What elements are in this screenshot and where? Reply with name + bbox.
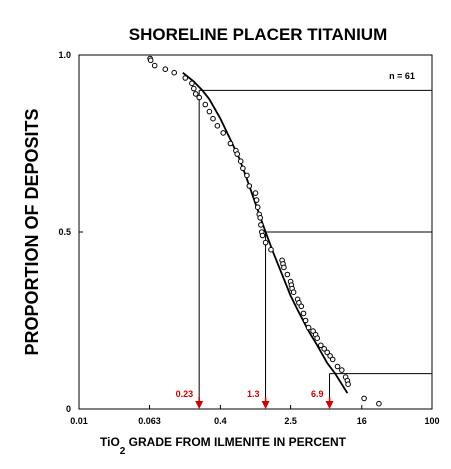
data-point-1 (147, 57, 154, 64)
x-tick-label-1: 0.063 (138, 416, 161, 426)
data-point-6 (189, 80, 195, 87)
data-point-10 (202, 101, 209, 108)
x-tick-label-0: 0.01 (70, 416, 88, 426)
x-tick-label-3: 2.5 (284, 416, 297, 426)
x-axis-label-rest: GRADE FROM ILMENITE IN PERCENT (125, 435, 346, 449)
data-point-20 (244, 172, 250, 179)
data-point-58 (345, 381, 351, 388)
x-tick-label-2: 0.4 (214, 416, 227, 426)
data-point-11 (206, 108, 213, 115)
y-tick-label-0: 0 (66, 404, 71, 414)
observed-points (147, 55, 382, 407)
data-point-43 (300, 310, 307, 317)
data-point-26 (257, 215, 264, 221)
data-point-27 (258, 222, 264, 228)
data-point-8 (192, 91, 199, 97)
x-axis-label: TiO2 GRADE FROM ILMENITE IN PERCENT (100, 435, 347, 457)
data-point-21 (246, 183, 253, 189)
x-axis-ticks: 0.01 0.063 0.4 2.5 16 100 (70, 405, 440, 426)
cutoff-arrow-1 (261, 401, 270, 409)
x-axis-label-main: TiO (100, 435, 120, 449)
data-point-22 (252, 190, 259, 196)
data-point-35 (284, 271, 291, 278)
cutoff-lines: 0.23 1.3 6.9 (176, 89, 432, 409)
x-tick-label-5: 100 (424, 416, 439, 426)
x-tick-label-4: 16 (357, 416, 367, 426)
fitted-curve-line (182, 72, 349, 394)
cutoff-arrow-0 (195, 401, 204, 409)
data-point-31 (268, 246, 274, 253)
data-point-49 (318, 342, 324, 349)
data-point-19 (240, 165, 246, 172)
data-point-50 (321, 346, 328, 352)
data-point-34 (281, 264, 287, 271)
data-point-55 (339, 367, 345, 373)
data-point-59 (361, 395, 367, 402)
data-point-9 (196, 94, 202, 101)
data-point-54 (334, 363, 341, 370)
cutoff-label-1: 1.3 (247, 389, 260, 399)
data-point-53 (329, 356, 336, 363)
data-point-7 (191, 85, 197, 92)
y-axis-ticks: 0 0.5 1.0 (58, 50, 83, 414)
cutoff-arrow-2 (325, 401, 334, 409)
data-point-30 (262, 239, 269, 246)
data-point-29 (259, 232, 266, 239)
data-point-45 (305, 324, 312, 331)
y-axis-label: PROPORTION OF DEPOSITS (22, 108, 42, 355)
sample-size-annotation: n = 61 (389, 71, 415, 81)
data-point-4 (171, 69, 177, 76)
data-point-2 (151, 62, 158, 69)
data-point-24 (254, 204, 261, 210)
data-point-14 (220, 130, 226, 136)
data-point-48 (314, 335, 321, 342)
data-point-23 (253, 197, 260, 203)
cutoff-label-2: 6.9 (311, 389, 324, 399)
data-point-39 (290, 289, 297, 296)
data-point-12 (210, 115, 216, 122)
cutoff-label-0: 0.23 (176, 389, 194, 399)
data-point-44 (302, 317, 309, 324)
y-tick-label-1: 0.5 (58, 227, 71, 237)
data-point-17 (234, 151, 240, 157)
data-point-42 (298, 303, 305, 310)
data-point-15 (227, 140, 234, 147)
data-point-13 (214, 123, 221, 129)
chart-title: SHORELINE PLACER TITANIUM (129, 25, 387, 44)
data-point-18 (237, 158, 244, 164)
data-point-60 (376, 400, 382, 407)
data-point-5 (182, 75, 189, 81)
y-tick-label-2: 1.0 (58, 50, 71, 60)
x-axis-label-subscript: 2 (120, 446, 126, 457)
data-point-3 (162, 66, 169, 72)
data-point-51 (324, 349, 331, 356)
